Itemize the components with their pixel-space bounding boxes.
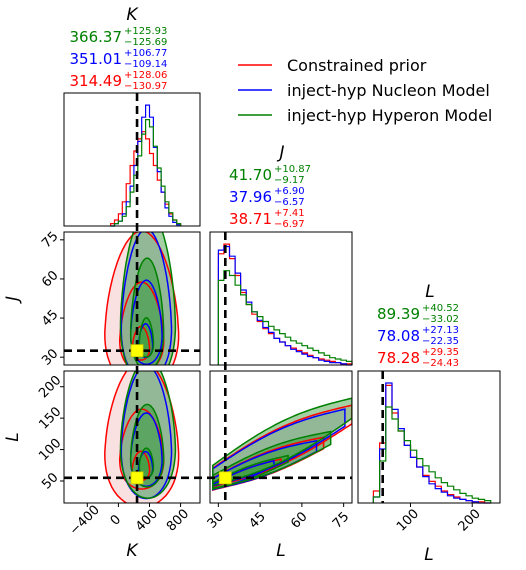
stats-J-minus-1: −6.57 bbox=[274, 197, 305, 208]
axis-label-K-bottom: K bbox=[126, 541, 139, 561]
stats-K-minus-2: −130.97 bbox=[124, 81, 167, 92]
jl-contour-2-2 bbox=[212, 454, 289, 491]
panel-frame-J bbox=[209, 231, 353, 366]
stats-K-minus-0: −125.69 bbox=[124, 37, 167, 48]
kj-contour-2-2 bbox=[138, 317, 155, 358]
stats-L-title: L bbox=[425, 282, 434, 302]
left-J-ytick-label-3: 75 bbox=[39, 229, 61, 251]
stats-K-minus-1: −109.14 bbox=[124, 59, 167, 70]
bottom-K-xtick-label-3: 800 bbox=[164, 506, 192, 534]
stats-L-minus-0: −33.02 bbox=[422, 314, 459, 325]
contour-fills bbox=[104, 232, 352, 503]
stats-L-plus-2: +29.35 bbox=[422, 347, 459, 358]
kj-contour-2-0 bbox=[119, 232, 177, 365]
inject-marker-kl bbox=[130, 471, 144, 485]
kl-contour-2-2 bbox=[138, 447, 155, 479]
l-hist-2 bbox=[372, 406, 492, 503]
bottom-K-xtick-label-1: 0 bbox=[108, 512, 124, 528]
k-hist-1 bbox=[110, 104, 182, 227]
stats-J-minus-0: −9.17 bbox=[274, 175, 305, 186]
kj-contour-2-1 bbox=[129, 257, 165, 365]
kj-contour-0-1 bbox=[118, 281, 165, 365]
inject-marker-jl bbox=[218, 471, 232, 485]
stats-J-median-0: 41.70 bbox=[229, 166, 272, 184]
bottom-J-xtick-label-0: 30 bbox=[205, 509, 227, 531]
panel-frame-K-L bbox=[63, 370, 201, 504]
kl-contour-0-0 bbox=[104, 371, 180, 503]
stats-K-plus-1: +106.77 bbox=[124, 48, 167, 59]
panel-frame-K bbox=[63, 92, 201, 227]
bottom-J-xtick-label-3: 75 bbox=[330, 509, 352, 531]
panel-frame-L bbox=[357, 370, 501, 504]
stats-L-plus-0: +40.52 bbox=[422, 303, 459, 314]
stats-K-title: K bbox=[126, 5, 139, 25]
stats-L-minus-1: −22.35 bbox=[422, 336, 459, 347]
stats-L-plus-1: +27.13 bbox=[422, 325, 459, 336]
panel-frames bbox=[63, 92, 501, 504]
stats-J-plus-1: +6.90 bbox=[274, 186, 305, 197]
stats-J-plus-2: +7.41 bbox=[274, 208, 305, 219]
stats-J-median-2: 38.71 bbox=[229, 210, 272, 228]
left-L-ytick-label-1: 100 bbox=[36, 436, 64, 464]
stats-J-median-1: 37.96 bbox=[229, 188, 272, 206]
tick-marks bbox=[60, 239, 473, 507]
stats-J-title: J bbox=[276, 143, 284, 163]
jl-contour-2-1 bbox=[212, 430, 332, 490]
legend-label-2: inject-hyp Hyperon Model bbox=[287, 106, 492, 125]
left-J-ytick-label-1: 45 bbox=[39, 307, 61, 329]
jl-contour-2-0 bbox=[212, 397, 352, 487]
stats-L-median-2: 78.28 bbox=[377, 349, 420, 367]
left-J-ytick-label-0: 30 bbox=[39, 346, 61, 368]
stats-K-plus-2: +128.06 bbox=[124, 70, 167, 81]
plot-lines bbox=[104, 64, 492, 504]
bottom-L-xtick-label-0: 100 bbox=[394, 506, 422, 534]
j-hist-0 bbox=[217, 243, 353, 365]
bottom-L-xtick-label-1: 200 bbox=[456, 506, 484, 534]
j-hist-2 bbox=[217, 270, 353, 365]
left-L-ytick-label-0: 50 bbox=[39, 470, 61, 492]
kj-contour-1-0 bbox=[120, 232, 173, 365]
axis-label-L-left: L bbox=[3, 432, 23, 441]
k-hist-2 bbox=[110, 119, 182, 227]
bottom-J-xtick-label-2: 60 bbox=[288, 509, 310, 531]
kl-contour-2-1 bbox=[129, 403, 165, 488]
axis-label-J-left: J bbox=[3, 296, 23, 304]
left-J-ytick-label-2: 60 bbox=[39, 268, 61, 290]
panel-J-L-lines bbox=[212, 397, 352, 491]
j-hist-1 bbox=[217, 245, 352, 366]
bottom-J-xtick-label-1: 45 bbox=[246, 509, 268, 531]
axis-label-L-bottom-mid: L bbox=[276, 541, 285, 561]
stats-L-median-0: 89.39 bbox=[377, 305, 420, 323]
l-hist-1 bbox=[372, 382, 491, 504]
kl-contour-2-0 bbox=[119, 371, 177, 499]
panel-frame-J-L bbox=[209, 370, 353, 504]
bottom-K-xtick-label-0: −400 bbox=[67, 503, 103, 539]
stats-J-minus-2: −6.97 bbox=[274, 219, 305, 230]
panel-K-L-lines bbox=[104, 371, 180, 503]
kl-contour-1-0 bbox=[120, 371, 173, 500]
stats-K-median-2: 314.49 bbox=[70, 72, 123, 90]
stats-J-plus-0: +10.87 bbox=[274, 164, 311, 175]
jl-contour-1-0 bbox=[212, 408, 346, 487]
stats-K-plus-0: +125.93 bbox=[124, 26, 167, 37]
bottom-K-xtick-label-2: 400 bbox=[133, 506, 161, 534]
k-hist-0 bbox=[110, 131, 182, 226]
panel-K-J-fills bbox=[104, 232, 179, 365]
legend-label-1: inject-hyp Nucleon Model bbox=[287, 81, 490, 100]
l-hist-0 bbox=[372, 384, 491, 504]
stats-K-median-1: 351.01 bbox=[70, 50, 123, 68]
stats-L-minus-2: −24.43 bbox=[422, 358, 459, 369]
stats-L-median-1: 78.08 bbox=[377, 327, 420, 345]
panel-frame-K-J bbox=[63, 231, 201, 366]
stats-K-median-0: 366.37 bbox=[70, 28, 123, 46]
legend-label-0: Constrained prior bbox=[287, 56, 427, 75]
inject-marker-kj bbox=[130, 344, 144, 358]
axis-label-L-bottom-right: L bbox=[424, 545, 433, 565]
left-L-ytick-label-3: 200 bbox=[36, 373, 64, 401]
left-L-ytick-label-2: 150 bbox=[36, 404, 64, 432]
